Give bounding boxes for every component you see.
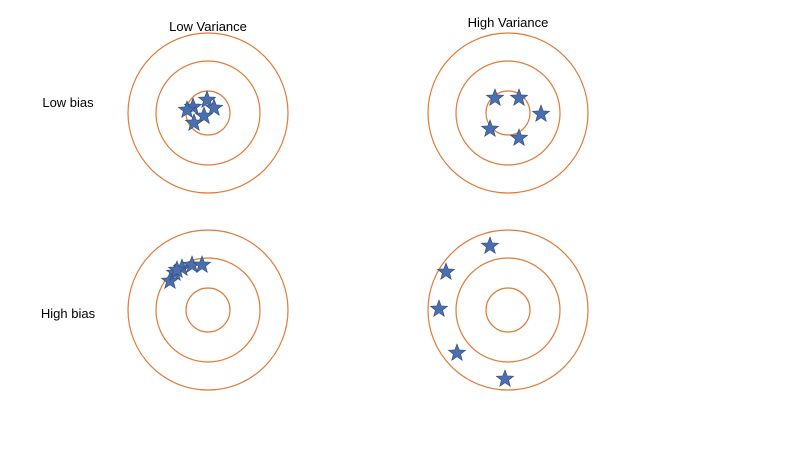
star-icon — [429, 299, 449, 317]
star-icon — [184, 113, 204, 131]
star-icon — [495, 369, 515, 387]
star-icon — [197, 90, 217, 108]
outer-ring — [127, 229, 289, 391]
column-label-high-variance: High Variance — [468, 15, 549, 30]
star-icon — [194, 106, 214, 124]
target-high-bias-low-variance — [127, 229, 289, 391]
outer-ring — [427, 229, 589, 391]
outer-ring — [427, 32, 589, 194]
inner-ring — [485, 90, 531, 136]
middle-ring — [155, 257, 261, 363]
star-icon — [485, 88, 505, 106]
star-icon — [509, 128, 529, 146]
star-icon — [480, 236, 500, 254]
middle-ring — [155, 60, 261, 166]
middle-ring — [455, 257, 561, 363]
star-icon — [531, 104, 551, 122]
inner-ring — [485, 287, 531, 333]
star-icon — [436, 262, 456, 280]
target-high-bias-high-variance — [427, 229, 589, 391]
star-icon — [204, 98, 224, 116]
star-icon — [509, 88, 529, 106]
row-label-low-bias: Low bias — [42, 95, 94, 110]
middle-ring — [455, 60, 561, 166]
star-icon — [177, 100, 197, 118]
target-low-bias-high-variance — [427, 32, 589, 194]
column-label-low-variance: Low Variance — [169, 19, 247, 34]
inner-ring — [185, 287, 231, 333]
star-icon — [167, 260, 187, 278]
target-low-bias-low-variance — [127, 32, 289, 194]
star-icon — [192, 255, 212, 273]
star-icon — [447, 343, 467, 361]
outer-ring — [127, 32, 289, 194]
row-label-high-bias: High bias — [41, 306, 96, 321]
star-icon — [480, 119, 500, 137]
